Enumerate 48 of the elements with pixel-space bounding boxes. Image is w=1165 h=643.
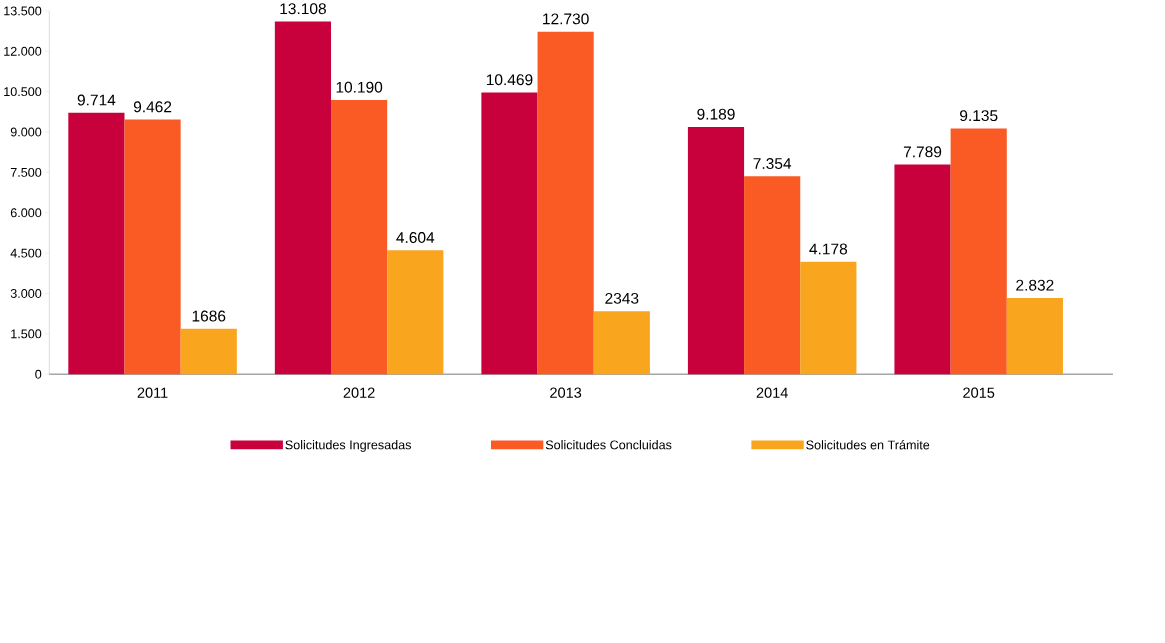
legend-label: Solicitudes Concluidas — [545, 439, 672, 450]
data-label: 10.190 — [336, 81, 383, 93]
bar — [800, 261, 857, 375]
y-tick-label: 6.000 — [10, 208, 42, 218]
bar — [68, 112, 125, 375]
data-label: 10.469 — [486, 74, 533, 86]
data-label: 1686 — [192, 310, 226, 322]
y-tick-label: 10.500 — [4, 87, 42, 96]
bar — [331, 99, 388, 375]
bar — [1006, 297, 1063, 375]
data-label: 4.178 — [809, 243, 848, 255]
y-tick-label: 9.000 — [10, 127, 42, 137]
bar — [537, 31, 594, 375]
bar — [593, 311, 650, 375]
data-label: 9.135 — [960, 110, 998, 121]
legend-label: Solicitudes Ingresadas — [285, 439, 412, 452]
data-label: 7.789 — [903, 146, 942, 158]
bar — [124, 119, 181, 375]
bar — [387, 250, 444, 375]
bar — [481, 92, 538, 375]
y-tick-label: 12.000 — [4, 46, 42, 56]
bar — [180, 328, 237, 375]
y-tick-label: 3.000 — [10, 288, 42, 298]
y-tick-label: 0 — [35, 369, 42, 379]
data-label: 9.189 — [697, 108, 735, 120]
bar — [894, 164, 951, 375]
data-label: 12.730 — [543, 13, 589, 25]
data-label: 9.714 — [77, 94, 116, 106]
data-label: 13.108 — [280, 3, 326, 15]
data-label: 4.604 — [396, 231, 435, 243]
y-tick-label: 1.500 — [11, 329, 42, 339]
bar — [744, 176, 801, 375]
data-label: 2.832 — [1016, 279, 1054, 291]
bar — [950, 128, 1007, 375]
data-label: 2343 — [605, 292, 639, 304]
data-label: 7.354 — [753, 157, 792, 169]
x-tick-label: 2013 — [550, 387, 582, 398]
x-tick-label: 2015 — [963, 387, 995, 398]
y-tick-label: 13.500 — [4, 6, 42, 16]
bar — [687, 126, 745, 375]
y-tick-label: 7.500 — [10, 167, 42, 177]
x-tick-label: 2014 — [756, 387, 788, 398]
x-tick-label: 2012 — [343, 387, 375, 398]
legend-label: Solicitudes en Trámite — [806, 439, 930, 450]
bar — [274, 21, 332, 375]
y-tick-label: 4.500 — [10, 248, 42, 258]
data-label: 9.462 — [133, 101, 172, 113]
x-tick-label: 2011 — [137, 387, 168, 398]
